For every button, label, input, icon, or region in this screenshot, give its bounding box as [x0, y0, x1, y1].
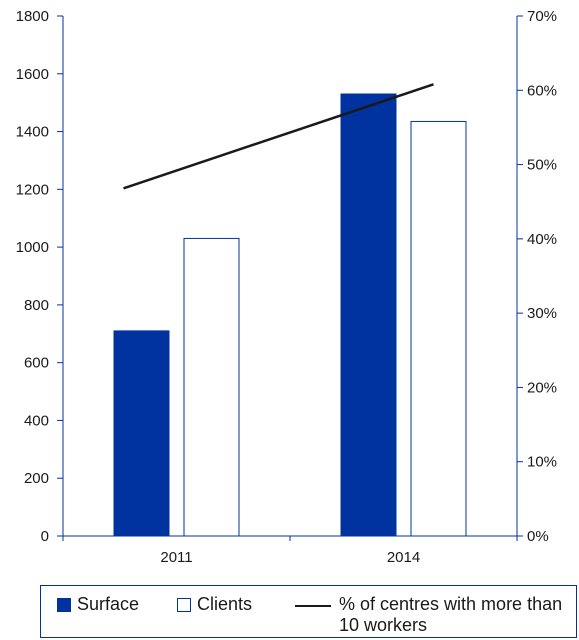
ticks-layer: 0 200 400 600 800 1000 1200 1400 1600 1800 0% 10% 20… — [16, 8, 557, 566]
left-tick-label: 400 — [24, 412, 49, 429]
bars-layer — [113, 93, 467, 537]
bar-clients-2011 — [183, 237, 240, 537]
right-tick-label: 30% — [527, 305, 557, 322]
right-tick-label: 20% — [527, 379, 557, 396]
legend-item-surface: Surface — [57, 594, 139, 615]
legend-label-line: % of centres with more than 10 workers — [339, 594, 563, 635]
left-tick-label: 0 — [41, 528, 49, 545]
legend-swatch-line — [295, 605, 331, 607]
legend-item-clients: Clients — [177, 594, 252, 615]
left-tick-label: 800 — [24, 297, 49, 314]
x-tick-label: 2011 — [160, 549, 192, 566]
series-line-percent-centres — [123, 83, 434, 190]
right-tick-label: 50% — [527, 157, 557, 174]
right-tick-label: 0% — [527, 528, 549, 545]
legend-swatch-surface — [57, 598, 71, 612]
line-layer — [123, 83, 434, 190]
right-tick-label: 60% — [527, 82, 557, 99]
left-tick-label: 1800 — [16, 8, 49, 25]
left-tick-label: 1400 — [16, 124, 49, 141]
bar-surface-2014 — [340, 93, 397, 537]
chart: 0 200 400 600 800 1000 1200 1400 1600 1800 0% 10% 20… — [16, 8, 557, 566]
right-tick-label: 10% — [527, 454, 557, 471]
legend-item-line: % of centres with more than 10 workers — [295, 594, 575, 636]
legend: Surface Clients % of centres with more t… — [40, 585, 577, 638]
legend-label-clients: Clients — [197, 594, 253, 614]
left-tick-label: 1200 — [16, 181, 49, 198]
left-tick-label: 200 — [24, 470, 49, 487]
x-tick-label: 2014 — [387, 549, 420, 566]
bar-surface-2011 — [113, 330, 170, 537]
legend-swatch-clients — [177, 598, 191, 612]
right-tick-label: 40% — [527, 231, 557, 248]
left-tick-label: 600 — [24, 355, 49, 372]
right-tick-label: 70% — [527, 8, 557, 25]
left-tick-label: 1600 — [16, 66, 49, 83]
left-tick-label: 1000 — [16, 239, 49, 256]
bar-clients-2014 — [410, 120, 467, 537]
legend-label-surface: Surface — [77, 594, 140, 614]
